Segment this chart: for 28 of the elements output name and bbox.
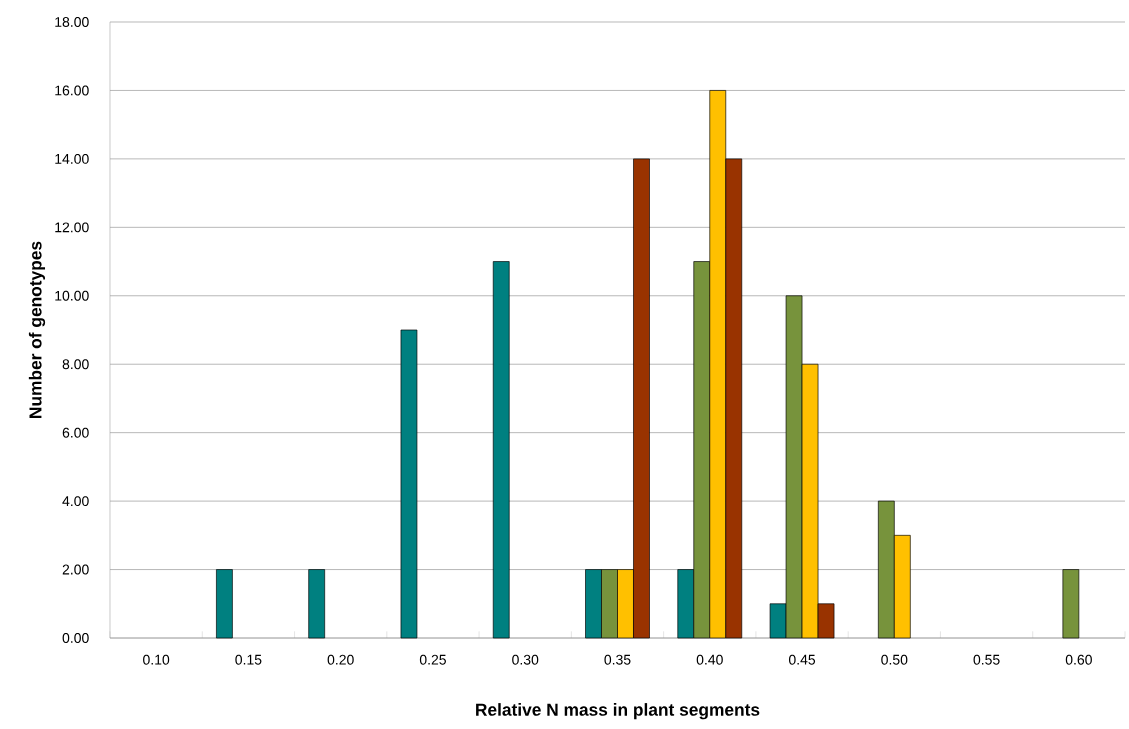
y-tick-label: 18.00 [55, 17, 89, 27]
bar [492, 261, 510, 639]
x-tick-label: 0.30 [512, 654, 539, 665]
bar [1062, 569, 1080, 639]
y-tick-label: 12.00 [55, 222, 89, 233]
y-tick-label: 2.00 [62, 564, 89, 575]
x-tick-label: 0.10 [143, 654, 170, 665]
y-tick-label: 6.00 [62, 427, 89, 438]
x-tick-label: 0.50 [881, 654, 908, 665]
y-tick-label: 10.00 [55, 290, 89, 301]
x-axis-title: Relative N mass in plant segments [476, 703, 760, 720]
bar [308, 569, 326, 639]
x-tick-label: 0.35 [604, 654, 631, 665]
y-tick-label: 0.00 [62, 633, 89, 643]
bar [400, 329, 418, 639]
y-tick-label: 14.00 [55, 153, 89, 164]
y-tick-label: 4.00 [62, 496, 89, 507]
bar [216, 569, 233, 639]
x-tick-label: 0.40 [696, 654, 723, 665]
x-tick-label: 0.15 [235, 654, 262, 665]
x-tick-label: 0.60 [1065, 654, 1092, 665]
y-axis-title: Number of genotypes [28, 241, 46, 418]
x-tick-label: 0.20 [327, 654, 354, 665]
y-tick-label: 16.00 [55, 85, 89, 96]
x-tick-label: 0.25 [419, 654, 446, 665]
x-tick-label: 0.45 [788, 654, 816, 665]
x-tick-label: 0.55 [973, 654, 1000, 665]
y-tick-label: 8.00 [62, 359, 89, 370]
